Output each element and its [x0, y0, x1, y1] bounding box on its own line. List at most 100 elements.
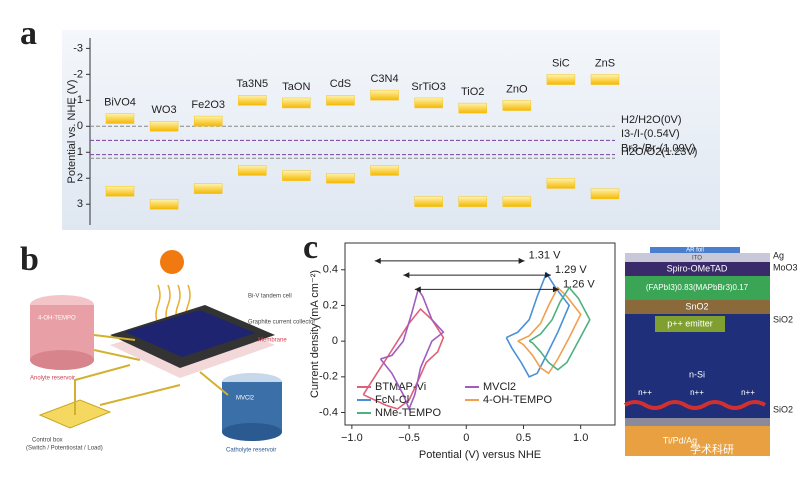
side-label: SiO2	[773, 314, 793, 324]
panel-label: a	[20, 15, 37, 52]
band-edge	[238, 95, 267, 106]
label: Membrane	[258, 338, 287, 344]
x-tick-label: −0.5	[398, 432, 420, 444]
panel-label: b	[20, 241, 39, 278]
band-edge	[414, 196, 443, 207]
y-tick-label: -1	[73, 94, 83, 106]
layer-label: n-Si	[689, 369, 705, 379]
band-edge	[149, 121, 179, 132]
y-tick-label: 1	[77, 146, 83, 158]
cv-curve	[528, 286, 591, 371]
band-edge	[590, 188, 620, 200]
legend-label: MVCl2	[483, 381, 516, 393]
label: 4-OH-TEMPO	[38, 316, 76, 322]
catholyte-bottom	[222, 423, 282, 441]
side-label: MoO3	[773, 262, 798, 272]
layer	[650, 247, 740, 253]
label: (Switch / Potentiostat / Load)	[26, 446, 103, 452]
y-tick-label: 2	[77, 172, 83, 184]
category-label: WO3	[152, 104, 177, 116]
y-tick-label: 0.4	[323, 264, 338, 276]
label: Catholyte reservoir	[226, 448, 276, 454]
band-edge	[546, 74, 576, 85]
x-tick-label: −1.0	[341, 432, 363, 444]
category-label: ZnO	[506, 83, 528, 95]
band-edge	[458, 196, 487, 207]
y-tick-label: -0.4	[319, 406, 338, 418]
band-edge	[238, 165, 267, 176]
doping-label: n++	[638, 388, 652, 397]
doping-label: n++	[741, 388, 755, 397]
legend-label: NMe-TEMPO	[375, 407, 441, 419]
band-edge	[326, 95, 355, 106]
legend-label: 4-OH-TEMPO	[483, 394, 553, 406]
category-label: CdS	[330, 78, 351, 90]
band-edge	[546, 178, 576, 189]
panel-b-diagram: 4-OH-TEMPO Anolyte reservoir Bi-V tandem…	[26, 250, 315, 454]
band-edge	[502, 100, 532, 111]
y-tick-label: -3	[73, 42, 83, 54]
watermark: 学术科研	[690, 442, 734, 456]
band-edge	[193, 183, 223, 194]
band-edge	[149, 198, 179, 210]
category-label: Fe2O3	[191, 99, 225, 111]
band-edge	[590, 74, 620, 85]
category-label: Ta3N5	[236, 78, 268, 90]
band-edge	[282, 97, 311, 109]
plot-frame	[344, 242, 616, 426]
label: MVCl2	[236, 396, 255, 402]
category-label: SiC	[552, 57, 570, 69]
side-label: Ag	[773, 250, 784, 260]
layer	[625, 418, 770, 426]
layer-label: ITO	[692, 256, 702, 262]
label: Anolyte reservoir	[30, 376, 75, 382]
band-edge	[370, 89, 399, 101]
layer	[625, 300, 770, 314]
layer	[625, 262, 770, 276]
cv-curve	[517, 286, 582, 375]
y-tick-label: 0	[77, 120, 83, 132]
band-edge	[193, 115, 223, 127]
panel-label: c	[303, 229, 318, 266]
band-edge	[105, 113, 135, 124]
band-edge	[282, 170, 311, 181]
x-axis-label: Potential (V) versus NHE	[419, 449, 541, 461]
layer	[625, 426, 770, 456]
layer-label: Spiro-OMeTAD	[667, 263, 728, 273]
label: Control box	[32, 438, 63, 444]
y-tick-label: -2	[73, 68, 83, 80]
reference-label: Br3-/Br-(1.09V)	[621, 143, 696, 155]
legend-label: BTMAP-Vi	[375, 381, 426, 393]
layer	[625, 253, 770, 262]
tandem-cell	[125, 310, 255, 357]
y-tick-label: 0	[332, 335, 338, 347]
x-tick-label: 0.5	[516, 432, 531, 444]
cv-curve	[362, 307, 445, 410]
y-axis-label: Current density (mA cm⁻²)	[309, 270, 321, 398]
doping-label: n++	[690, 388, 704, 397]
layer	[655, 316, 725, 332]
device-stack: AR foil ITO Spiro-OMeTAD (FAPbI3)0.83(MA…	[623, 247, 798, 456]
y-axis-label: Potential vs. NHE (V)	[66, 80, 78, 184]
annotation-label: 1.31 V	[529, 250, 561, 262]
layer-label: Ti/Pd/Ag	[663, 435, 697, 445]
label: Graphite current collector	[248, 320, 315, 326]
legend-label: FcN-Cl	[375, 394, 409, 406]
label: Bi-V tandem cell	[248, 294, 292, 300]
band-edge	[370, 165, 399, 176]
anolyte-bottom	[30, 350, 94, 370]
category-label: TiO2	[461, 86, 484, 98]
category-label: ZnS	[595, 57, 615, 69]
light-rays	[155, 284, 191, 326]
x-tick-label: 1.0	[573, 432, 588, 444]
sun	[160, 250, 184, 274]
y-tick-label: -0.2	[319, 371, 338, 383]
layer	[625, 276, 770, 300]
band-edge	[458, 102, 487, 114]
layer-label: p++ emitter	[667, 318, 713, 328]
layer-label: SnO2	[685, 301, 708, 311]
reference-label: H2O/O2(1.23V)	[621, 146, 697, 158]
band-edge	[105, 185, 135, 197]
category-label: C3N4	[370, 73, 398, 85]
